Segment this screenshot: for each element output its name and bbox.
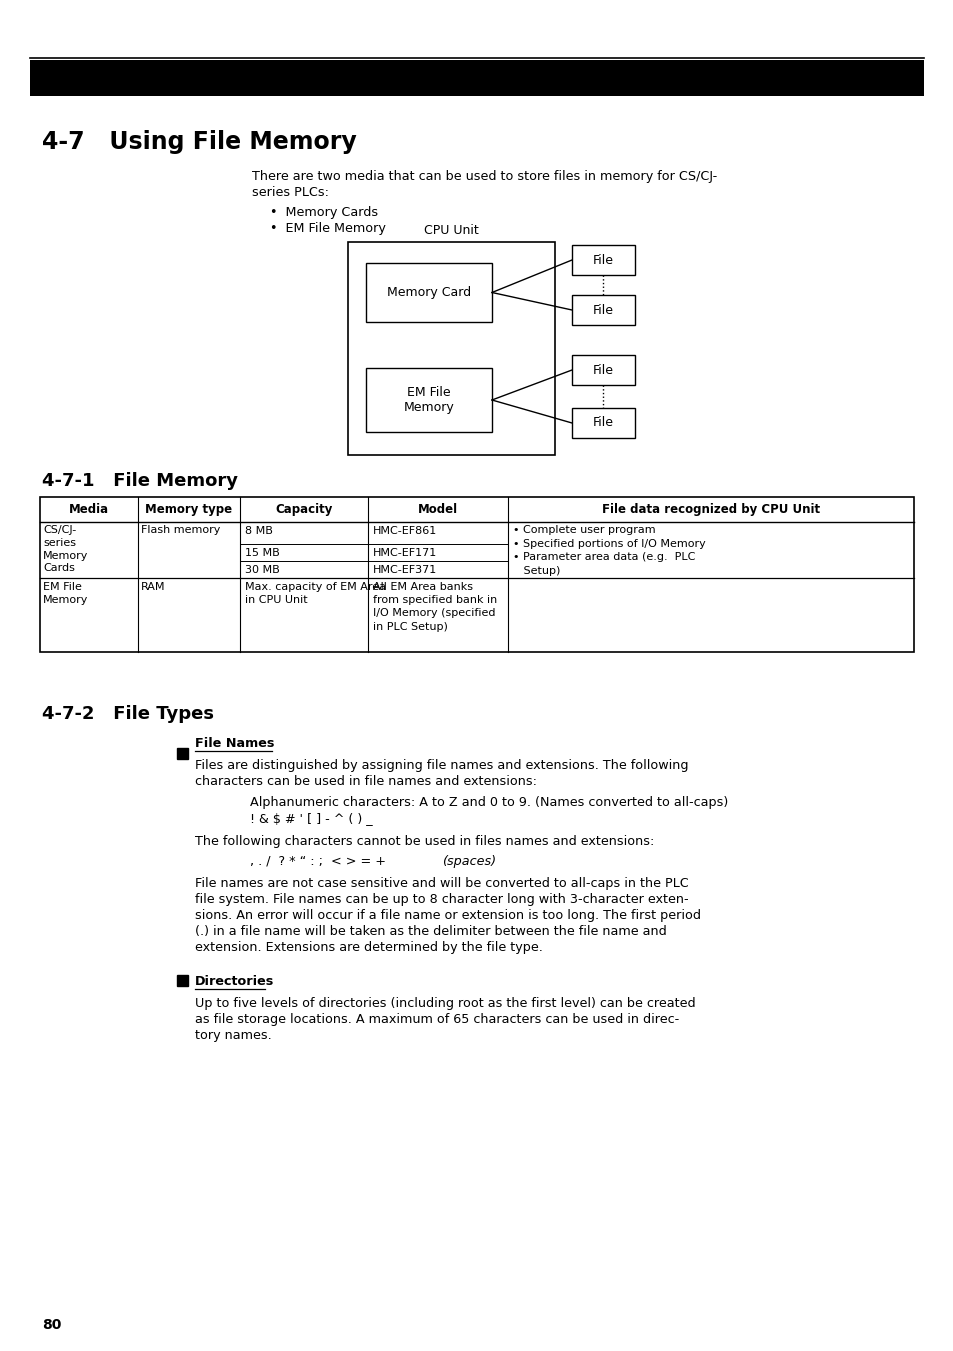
Text: extension. Extensions are determined by the file type.: extension. Extensions are determined by … [194, 942, 542, 954]
Text: series PLCs:: series PLCs: [252, 186, 329, 199]
Text: 4-7-2   File Types: 4-7-2 File Types [42, 705, 213, 723]
Text: tory names.: tory names. [194, 1029, 272, 1042]
Text: characters can be used in file names and extensions:: characters can be used in file names and… [194, 775, 537, 788]
Text: Alphanumeric characters: A to Z and 0 to 9. (Names converted to all-caps): Alphanumeric characters: A to Z and 0 to… [250, 796, 727, 809]
Bar [348, 242, 555, 455]
Text: Flash memory: Flash memory [141, 526, 220, 535]
Bar [177, 975, 188, 986]
Text: HMC-EF371: HMC-EF371 [373, 565, 436, 576]
Text: •  EM File Memory: • EM File Memory [270, 222, 385, 235]
Text: Max. capacity of EM Area
in CPU Unit: Max. capacity of EM Area in CPU Unit [245, 582, 386, 605]
Text: Section 4-7: Section 4-7 [832, 73, 911, 85]
Text: 30 MB: 30 MB [245, 565, 279, 576]
Text: HMC-EF171: HMC-EF171 [373, 549, 436, 558]
Bar [572, 355, 635, 385]
Text: 4-7   Using File Memory: 4-7 Using File Memory [42, 130, 356, 154]
Bar [366, 367, 492, 432]
Text: RAM: RAM [141, 582, 165, 592]
Text: 80: 80 [42, 1319, 61, 1332]
Text: The following characters cannot be used in files names and extensions:: The following characters cannot be used … [194, 835, 654, 848]
Text: CPU Unit: CPU Unit [424, 224, 478, 236]
Text: File: File [593, 304, 614, 316]
Text: File names are not case sensitive and will be converted to all-caps in the PLC: File names are not case sensitive and wi… [194, 877, 688, 890]
Text: File Names: File Names [194, 738, 274, 750]
Text: •  Memory Cards: • Memory Cards [270, 205, 377, 219]
Text: 8 MB: 8 MB [245, 526, 273, 536]
Text: (spaces): (spaces) [441, 855, 496, 867]
Text: EM File
Memory: EM File Memory [403, 386, 454, 413]
Bar [366, 263, 492, 322]
Text: HMC-EF861: HMC-EF861 [373, 526, 436, 536]
Bar [30, 59, 923, 96]
Text: , . /  ? * “ : ;  < > = +: , . / ? * “ : ; < > = + [250, 855, 390, 867]
Text: All EM Area banks
from specified bank in
I/O Memory (specified
in PLC Setup): All EM Area banks from specified bank in… [373, 582, 497, 632]
Text: as file storage locations. A maximum of 65 characters can be used in direc-: as file storage locations. A maximum of … [194, 1013, 679, 1025]
Text: CS/CJ-
series
Memory
Cards: CS/CJ- series Memory Cards [43, 526, 89, 573]
Text: Memory type: Memory type [145, 503, 233, 516]
Text: 15 MB: 15 MB [245, 549, 279, 558]
Text: File data recognized by CPU Unit: File data recognized by CPU Unit [601, 503, 820, 516]
Text: Files are distinguished by assigning file names and extensions. The following: Files are distinguished by assigning fil… [194, 759, 688, 771]
Bar [40, 497, 913, 653]
Text: File: File [593, 363, 614, 377]
Bar [177, 748, 188, 759]
Text: Model: Model [417, 503, 457, 516]
Text: Memory Card: Memory Card [387, 286, 471, 299]
Text: Up to five levels of directories (including root as the first level) can be crea: Up to five levels of directories (includ… [194, 997, 695, 1011]
Text: • Complete user program
• Specified portions of I/O Memory
• Parameter area data: • Complete user program • Specified port… [513, 526, 705, 576]
Text: sions. An error will occur if a file name or extension is too long. The first pe: sions. An error will occur if a file nam… [194, 909, 700, 921]
Text: ! & $ # ' [ ] - ^ ( ) _: ! & $ # ' [ ] - ^ ( ) _ [250, 812, 373, 825]
Text: Capacity: Capacity [275, 503, 333, 516]
Text: Using File Memory: Using File Memory [42, 73, 172, 85]
Text: EM File
Memory: EM File Memory [43, 582, 89, 605]
Bar [572, 295, 635, 326]
Text: file system. File names can be up to 8 character long with 3-character exten-: file system. File names can be up to 8 c… [194, 893, 688, 907]
Text: Media: Media [69, 503, 109, 516]
Bar [572, 408, 635, 438]
Text: File: File [593, 254, 614, 266]
Bar [572, 245, 635, 276]
Text: (.) in a file name will be taken as the delimiter between the file name and: (.) in a file name will be taken as the … [194, 925, 666, 938]
Text: Directories: Directories [194, 975, 274, 988]
Text: 4-7-1   File Memory: 4-7-1 File Memory [42, 471, 237, 490]
Text: There are two media that can be used to store files in memory for CS/CJ-: There are two media that can be used to … [252, 170, 717, 182]
Text: File: File [593, 416, 614, 430]
